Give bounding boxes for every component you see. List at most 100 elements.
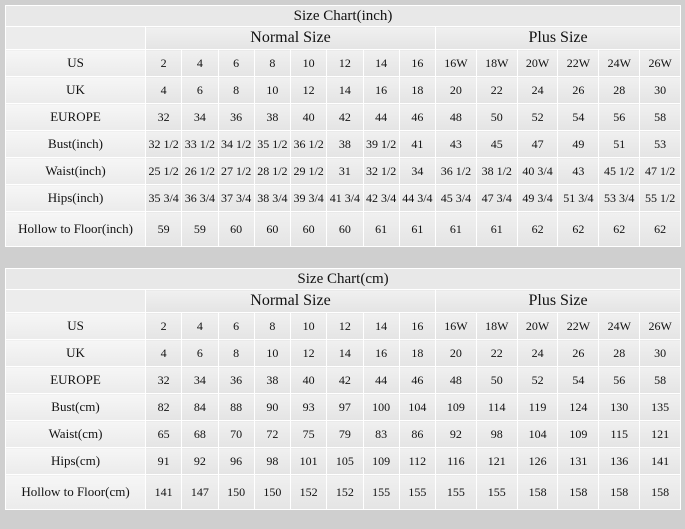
size-cell: 155 [435, 474, 477, 510]
table-row: Hollow to Floor(inch) 59 59 60 60 60 60 61 61 61 6… [5, 211, 682, 247]
size-cell: 62 [516, 211, 559, 247]
size-cell: 32 [144, 366, 183, 394]
size-cell: 26 [557, 76, 600, 104]
size-cell: 30 [639, 76, 682, 104]
size-cell: 4 [181, 49, 219, 77]
size-cell: 33 1/2 [181, 130, 219, 158]
size-cell: 24W [598, 49, 641, 77]
row-label: UK [5, 339, 146, 367]
size-cell: 155 [475, 474, 518, 510]
size-cell: 27 1/2 [217, 157, 255, 185]
size-cell: 40 [289, 103, 328, 131]
size-cell: 58 [639, 366, 682, 394]
size-cell: 10 [289, 49, 328, 77]
size-cell: 24 [516, 339, 559, 367]
size-cell: 14 [326, 76, 364, 104]
size-cell: 29 1/2 [289, 157, 328, 185]
size-cell: 48 [435, 103, 477, 131]
row-label: Waist(cm) [5, 420, 146, 448]
size-cell: 22W [557, 49, 600, 77]
row-label: UK [5, 76, 146, 104]
size-cell: 109 [362, 447, 400, 475]
size-cell: 44 [362, 103, 400, 131]
size-cell: 84 [181, 393, 219, 421]
size-cell: 58 [639, 103, 682, 131]
size-cell: 8 [253, 49, 292, 77]
size-chart-cm: Size Chart(cm) Normal Size Plus Size US 2 4 6 8… [4, 268, 682, 510]
table-row: Waist(inch) 25 1/2 26 1/2 27 1/2 28 1/2 29 1/… [5, 157, 682, 185]
size-cell: 131 [557, 447, 600, 475]
size-cell: 150 [217, 474, 255, 510]
size-cell: 51 [598, 130, 641, 158]
table-row: US 2 4 6 8 10 12 14 16 16W 18W 20W 22W 24W 26W [5, 49, 682, 77]
table-row: EUROPE 32 34 36 38 40 42 44 46 48 50 52 54 56 58 [5, 366, 682, 394]
size-cell: 61 [398, 211, 437, 247]
size-cell: 88 [217, 393, 255, 421]
size-cell: 14 [326, 339, 364, 367]
size-cell: 36 1/2 [289, 130, 328, 158]
size-cell: 2 [144, 312, 183, 340]
size-cell: 6 [217, 312, 255, 340]
row-label: Hollow to Floor(inch) [5, 211, 146, 247]
size-cell: 16 [398, 49, 437, 77]
size-cell: 20 [435, 339, 477, 367]
size-cell: 32 1/2 [144, 130, 183, 158]
size-cell: 91 [144, 447, 183, 475]
size-cell: 34 [181, 103, 219, 131]
size-cell: 2 [144, 49, 183, 77]
header-blank [5, 289, 146, 313]
row-label: US [5, 49, 146, 77]
table-row: Bust(inch) 32 1/2 33 1/2 34 1/2 35 1/2 36 1/2… [5, 130, 682, 158]
table-row: EUROPE 32 34 36 38 40 42 44 46 48 50 52 54 56 58 [5, 103, 682, 131]
size-cell: 42 [326, 103, 364, 131]
size-cell: 36 1/2 [435, 157, 477, 185]
size-cell: 39 3/4 [289, 184, 328, 212]
size-cell: 59 [181, 211, 219, 247]
size-cell: 121 [475, 447, 518, 475]
size-cell: 68 [181, 420, 219, 448]
size-cell: 6 [181, 76, 219, 104]
size-cell: 50 [475, 366, 518, 394]
size-cell: 38 [253, 103, 292, 131]
size-cell: 49 [557, 130, 600, 158]
size-cell: 10 [253, 339, 292, 367]
size-cell: 37 3/4 [217, 184, 255, 212]
size-cell: 40 [289, 366, 328, 394]
size-cell: 28 1/2 [253, 157, 292, 185]
size-cell: 6 [217, 49, 255, 77]
size-cell: 35 3/4 [144, 184, 183, 212]
size-cell: 121 [639, 420, 682, 448]
size-cell: 55 1/2 [639, 184, 682, 212]
size-cell: 70 [217, 420, 255, 448]
table-row: Hollow to Floor(cm) 141 147 150 150 152 152 155… [5, 474, 682, 510]
size-cell: 72 [253, 420, 292, 448]
table-row: US 2 4 6 8 10 12 14 16 16W 18W 20W 22W 24W 26W [5, 312, 682, 340]
size-cell: 141 [144, 474, 183, 510]
size-cell: 90 [253, 393, 292, 421]
size-cell: 4 [181, 312, 219, 340]
size-cell: 56 [598, 103, 641, 131]
size-cell: 8 [253, 312, 292, 340]
size-cell: 26 1/2 [181, 157, 219, 185]
row-label: Waist(inch) [5, 157, 146, 185]
size-cell: 114 [475, 393, 518, 421]
size-cell: 12 [326, 49, 364, 77]
size-cell: 28 [598, 76, 641, 104]
size-cell: 39 1/2 [362, 130, 400, 158]
size-cell: 47 [516, 130, 559, 158]
size-cell: 18W [475, 49, 518, 77]
size-cell: 60 [289, 211, 328, 247]
size-cell: 34 1/2 [217, 130, 255, 158]
table-row: Bust(cm) 82 84 88 90 93 97 100 104 109 114 119 124 13… [5, 393, 682, 421]
size-cell: 22 [475, 339, 518, 367]
group-header-normal: Normal Size [145, 289, 436, 313]
size-cell: 45 3/4 [435, 184, 477, 212]
size-cell: 6 [181, 339, 219, 367]
size-cell: 38 1/2 [475, 157, 518, 185]
header-blank [5, 26, 146, 50]
size-cell: 82 [144, 393, 183, 421]
size-cell: 98 [253, 447, 292, 475]
size-cell: 20W [516, 49, 559, 77]
size-cell: 12 [326, 312, 364, 340]
chart-title: Size Chart(inch) [4, 5, 682, 27]
